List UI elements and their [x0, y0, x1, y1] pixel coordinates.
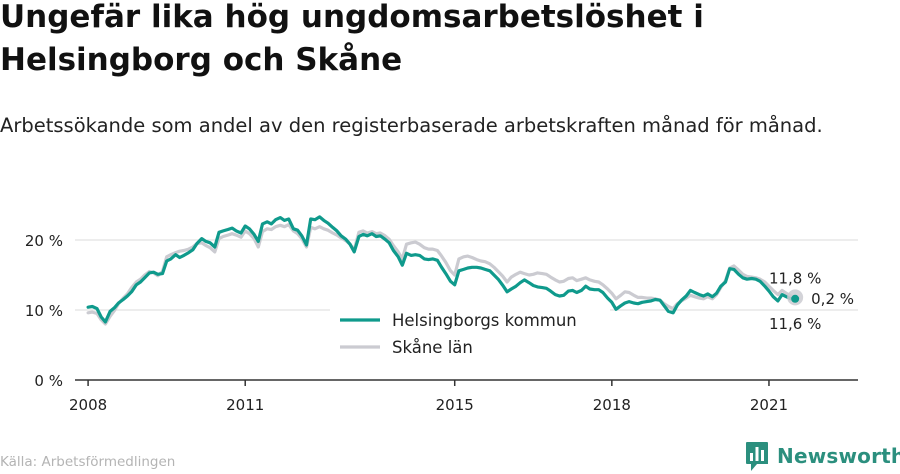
- annotation-difference: 0,2 %: [811, 290, 854, 308]
- x-tick-label: 2008: [69, 396, 107, 414]
- chart-title: Ungefär lika hög ungdomsarbetslöshet i H…: [0, 0, 704, 78]
- legend-label: Helsingborgs kommun: [392, 311, 577, 330]
- x-tick-label: 2021: [750, 396, 788, 414]
- chart-subtitle: Arbetssökande som andel av den registerb…: [0, 114, 823, 137]
- annotation-skane-value: 11,8 %: [769, 269, 821, 287]
- y-axis-ticks: 0 % 10 % 20 %: [25, 232, 63, 390]
- newsworthy-logo[interactable]: Newsworthy: [745, 440, 900, 472]
- y-tick-label: 10 %: [25, 302, 63, 320]
- series-lines: [86, 215, 804, 326]
- line-chart: 0 % 10 % 20 % 2008 2011 2015 2018 2021 Helsing…: [25, 215, 858, 414]
- brand-name: Newsworthy: [777, 444, 900, 468]
- x-tick-label: 2015: [436, 396, 474, 414]
- end-marker-helsingborg: [791, 294, 800, 303]
- chart-legend: Helsingborgs kommun Skåne län: [330, 304, 610, 366]
- y-tick-label: 0 %: [34, 372, 63, 390]
- end-annotations: 11,8 % 11,6 % 0,2 %: [769, 269, 854, 332]
- x-axis-ticks: 2008 2011 2015 2018 2021: [69, 380, 788, 414]
- series-line-helsingborg: [86, 215, 797, 324]
- legend-background: [330, 304, 610, 366]
- source-note: Källa: Arbetsförmedlingen: [0, 454, 176, 470]
- legend-label: Skåne län: [392, 338, 473, 357]
- newsworthy-logo-icon: [746, 441, 768, 471]
- annotation-helsingborg-value: 11,6 %: [769, 315, 821, 333]
- y-tick-label: 20 %: [25, 232, 63, 250]
- x-tick-label: 2018: [593, 396, 631, 414]
- x-tick-label: 2011: [226, 396, 264, 414]
